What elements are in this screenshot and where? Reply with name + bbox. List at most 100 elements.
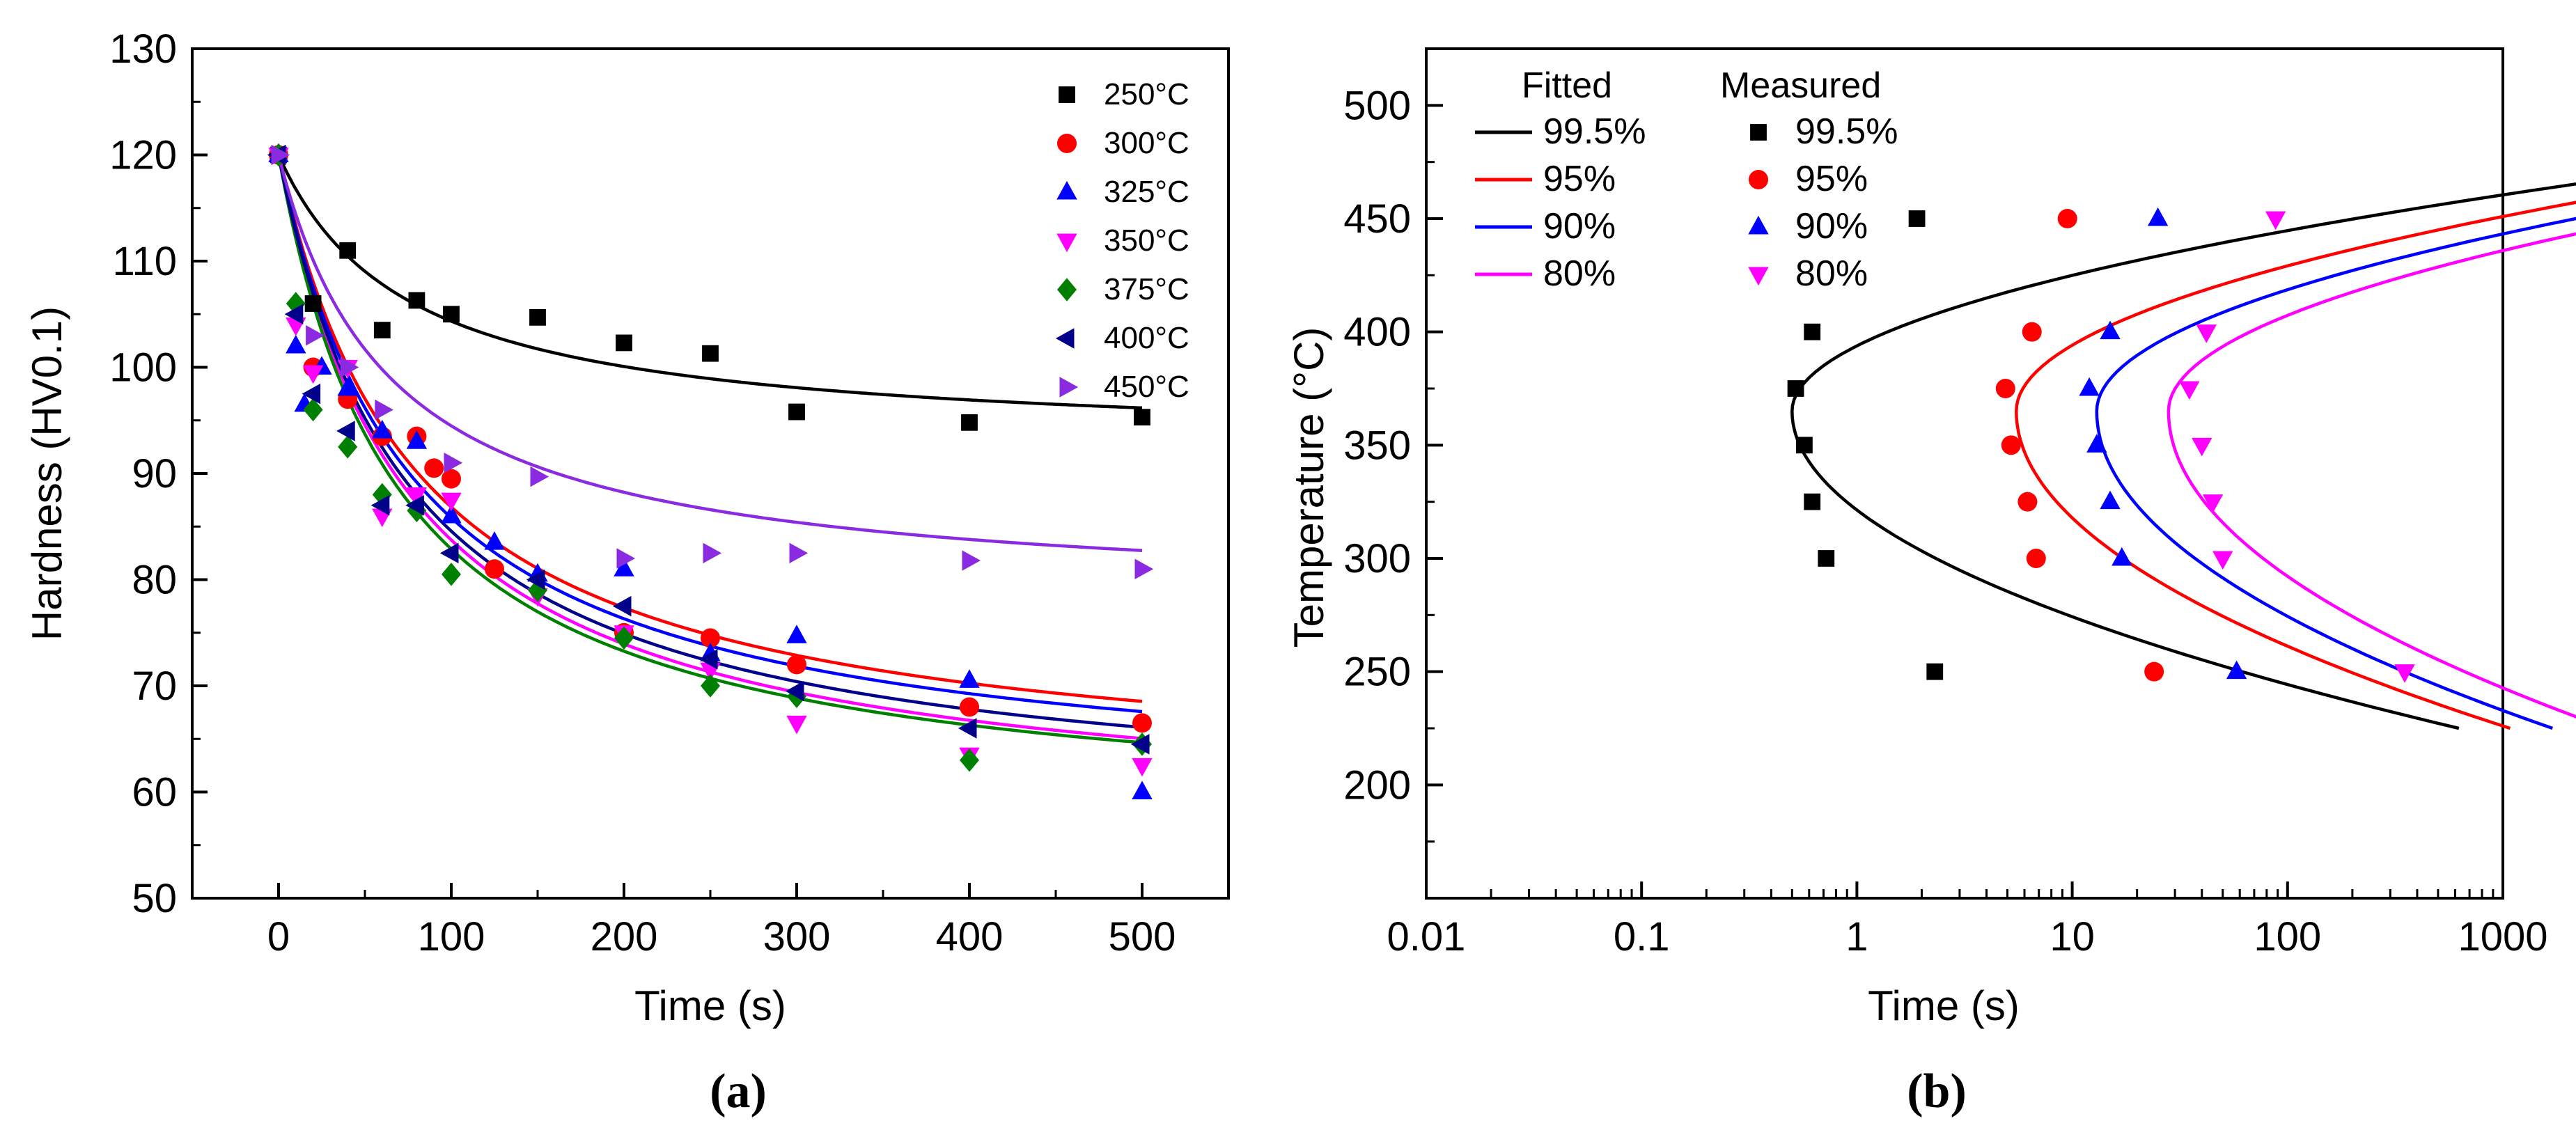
chart-a-point [1130,734,1150,755]
chart-a-point [485,559,504,579]
chart-a-point [375,399,393,421]
chart-a-point [339,242,357,259]
chart-a-point [1132,713,1152,733]
chart-b-points [1787,207,2415,683]
chart-b-y-tick-label: 300 [1343,536,1411,581]
chart-a-point [786,625,807,643]
chart-a-point [424,458,444,478]
chart-b-y-tick-label: 250 [1343,650,1411,695]
chart-b-fit-line [2015,201,2576,730]
chart-a-point [405,495,424,516]
chart-a-point [443,306,460,323]
chart-a-legend-label: 400°C [1104,321,1189,355]
chart-b-x-tick-label: 1 [1845,914,1868,959]
chart-a-point [526,569,545,590]
chart-a-legend-label: 300°C [1104,126,1189,160]
chart-b-legend-fitted-label: 90% [1543,206,1616,246]
chart-b-x-tick-label: 1000 [2458,914,2547,959]
chart-b-x-tick-label: 0.1 [1614,914,1670,959]
chart-b-x-tick-label: 10 [2050,914,2095,959]
chart-a-legend-marker [1059,86,1075,103]
chart-a-plot-frame [191,47,1230,900]
chart-a-point [406,430,428,449]
chart-a-legend-marker [1059,377,1079,398]
chart-a-point [372,483,392,507]
chart-a-legend-label: 450°C [1104,370,1189,404]
chart-a-points [267,143,1154,799]
chart-a-point [787,654,806,675]
chart-a-point [958,718,977,739]
chart-b-legend-measured-label: 80% [1795,253,1868,294]
chart-a-point [1134,558,1154,579]
chart-a-fit-line [276,154,1143,552]
chart-a-point [960,748,979,772]
chart-a-point [302,365,324,384]
chart-a-point [406,487,428,506]
chart-b-point [1818,550,1835,567]
chart-b-point [2212,551,2233,570]
chart-b-point [2100,320,2121,340]
chart-a-point [441,504,462,524]
chart-a-legend-marker [1056,233,1077,253]
chart-a-y-tick-label: 50 [132,876,177,921]
chart-b-point [1804,493,1821,510]
chart-a-point [303,398,323,422]
chart-a-point [616,334,632,352]
chart-b-point [2147,207,2169,226]
chart-b-point [2144,661,2164,682]
chart-a-point [373,322,391,339]
chart-b-fit-line [2167,232,2576,719]
chart-a-point [789,542,809,564]
chart-a-legend-marker [1057,278,1077,301]
chart-a-point [444,453,463,473]
chart-a-point [530,466,549,487]
chart-b-caption: (b) [1907,1065,1967,1118]
chart-a-point [337,377,358,396]
chart-a-x-axis-label: Time (s) [634,982,786,1029]
chart-a-point [439,542,459,564]
chart-b-y-axis-label: Temperature (°C) [1286,327,1332,648]
chart-b-legend-marker [1748,267,1769,286]
chart-b-point [2100,490,2121,510]
chart-a-point [284,304,304,324]
chart-b-point [1787,380,1804,397]
chart-b-point [2086,434,2107,453]
chart-b-point [2057,209,2077,228]
chart-a-legend-label: 250°C [1104,77,1189,111]
chart-a-point [304,295,322,312]
chart-a-legend-marker [1056,180,1077,200]
chart-b-x-tick-label: 100 [2254,914,2321,959]
chart-b-point [2079,377,2100,396]
chart-a-caption: (a) [710,1065,767,1118]
chart-a-point [370,495,390,516]
chart-a-point [788,403,805,421]
chart-a-point [271,144,290,166]
chart-a-point [616,548,636,569]
chart-b-legend: Fitted Measured 99.5% 99.5% 95% 95% 90% 90% 80… [1475,65,1898,294]
chart-a-y-tick-label: 120 [109,133,177,178]
chart-a-point [302,383,321,405]
chart-b-point [1995,379,2015,398]
chart-b-legend-fitted-label: 80% [1543,253,1616,294]
chart-a-y-tick-label: 90 [132,451,177,496]
chart-a-x-tick-label: 500 [1109,914,1176,959]
chart-a-point [960,697,979,717]
chart-a-y-tick-label: 100 [109,345,177,391]
chart-a-point [306,325,325,346]
chart-a-point [529,308,546,326]
chart-b-point [1796,437,1813,454]
chart-b-fit-lines [1790,182,2576,730]
chart-a-x-tick-label: 400 [936,914,1004,959]
chart-a-point [786,715,807,735]
chart-a-legend-label: 375°C [1104,272,1189,306]
chart-b-legend-measured-label: 90% [1795,206,1868,246]
chart-a-point [785,680,804,702]
chart-a-point [441,492,462,512]
chart-a-point [484,531,505,550]
chart-a-point [408,292,426,309]
chart-a-point [959,669,980,688]
chart-a-legend-label: 325°C [1104,175,1189,209]
chart-b-y-tick-label: 500 [1343,83,1411,128]
